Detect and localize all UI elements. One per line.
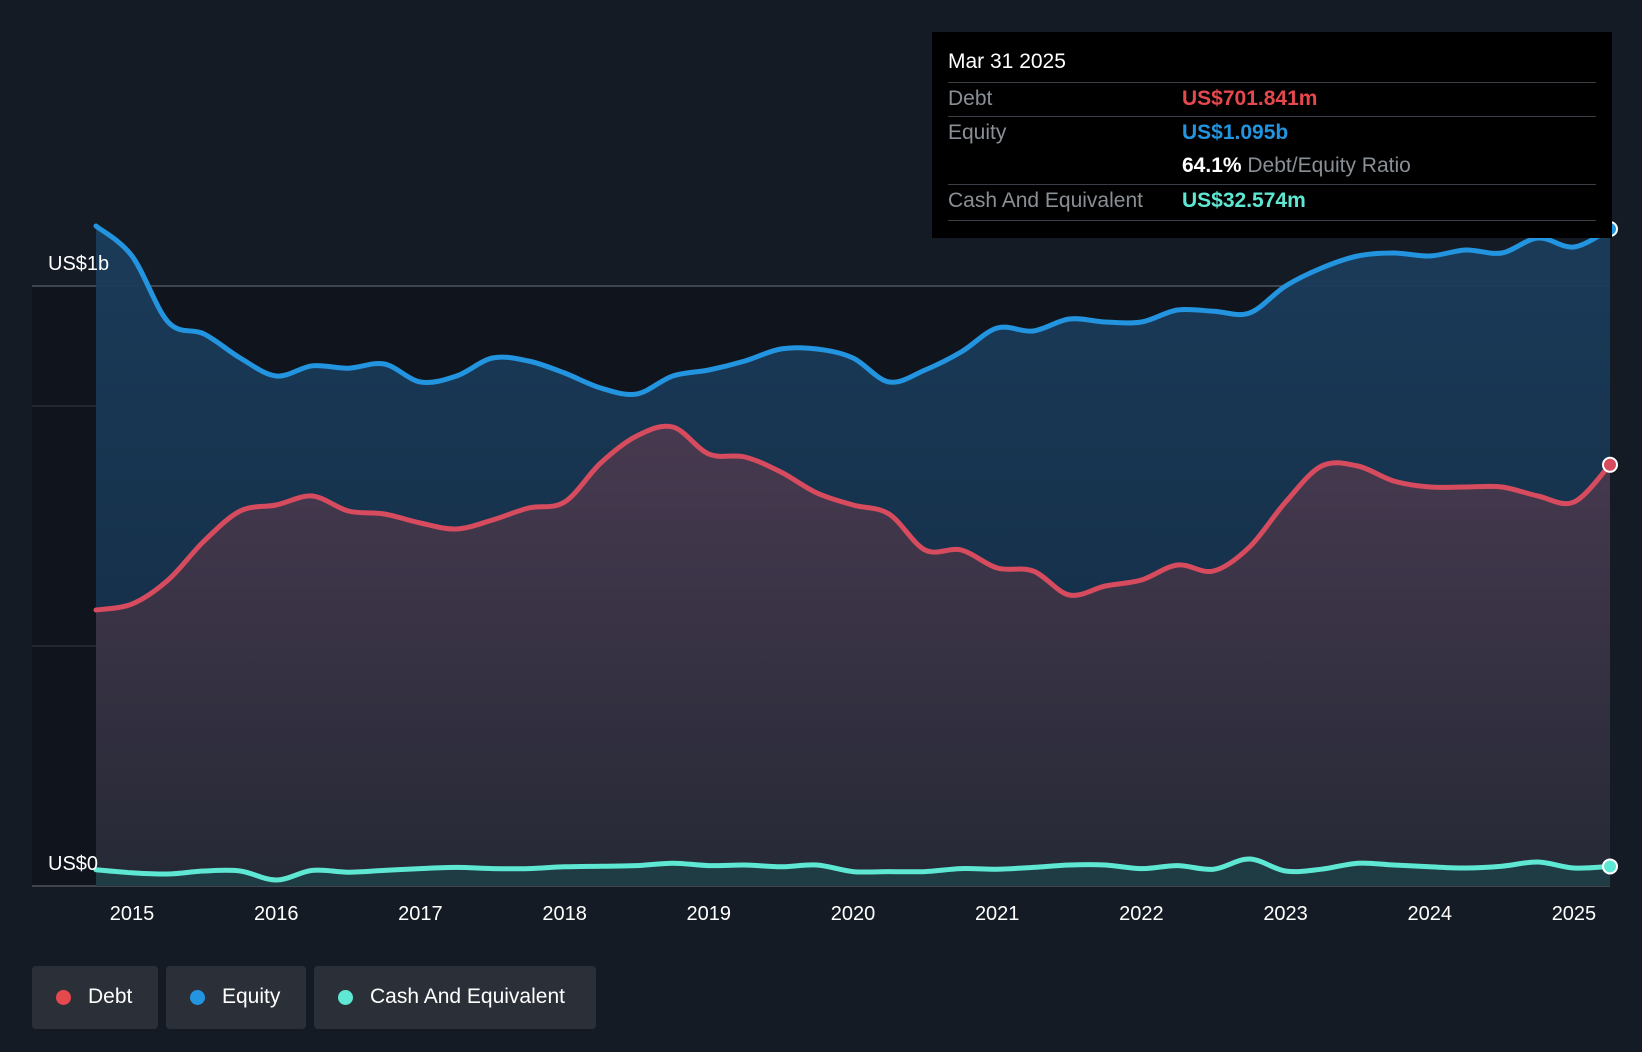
x-tick-label: 2017 (398, 903, 443, 925)
x-tick-label: 2016 (254, 903, 299, 925)
cash-end-point[interactable] (1602, 858, 1618, 875)
tooltip-date: Mar 31 2025 (948, 50, 1066, 73)
legend-cash-button[interactable]: Cash And Equivalent (314, 966, 596, 1029)
tooltip-debt-label: Debt (948, 87, 993, 110)
tooltip-panel: Mar 31 2025 Debt US$701.841m Equity US$1… (932, 32, 1612, 238)
x-tick-label: 2020 (831, 903, 876, 925)
tooltip-equity-row: Equity US$1.095b (948, 116, 1596, 151)
legend-debt-button[interactable]: Debt (32, 966, 158, 1029)
legend-debt-label: Debt (88, 985, 133, 1008)
y-axis-bottom-label: US$0 (48, 853, 98, 875)
x-tick-label: 2022 (1119, 903, 1164, 925)
x-tick-label: 2015 (110, 903, 155, 925)
tooltip-ratio-value: 64.1% (1182, 154, 1242, 177)
debt-area (96, 426, 1610, 886)
tooltip-ratio-label: Debt/Equity Ratio (1247, 154, 1411, 177)
x-tick-label: 2018 (542, 903, 587, 925)
debt-dot-icon (56, 990, 71, 1005)
legend-cash-label: Cash And Equivalent (370, 985, 565, 1008)
x-tick-label: 2025 (1552, 903, 1597, 925)
equity-line (93, 223, 1613, 397)
x-tick-label: 2021 (975, 903, 1020, 925)
x-tick-label: 2019 (687, 903, 732, 925)
legend-equity-label: Equity (222, 985, 281, 1008)
debt-end-point[interactable] (1602, 456, 1618, 473)
tooltip-divider (948, 220, 1596, 221)
x-tick-label: 2023 (1263, 903, 1308, 925)
tooltip-debt-row: Debt US$701.841m (948, 82, 1596, 117)
tooltip-equity-label: Equity (948, 121, 1007, 144)
x-tick-label: 2024 (1408, 903, 1453, 925)
tooltip-cash-value: US$32.574m (1182, 189, 1306, 212)
tooltip-ratio-row: 64.1% Debt/Equity Ratio (948, 150, 1596, 184)
cash-dot-icon (338, 990, 353, 1005)
tooltip-cash-label: Cash And Equivalent (948, 189, 1143, 212)
cash-line (93, 856, 1613, 883)
equity-dot-icon (190, 990, 205, 1005)
y-axis-top-label: US$1b (48, 253, 109, 275)
tooltip-equity-value: US$1.095b (1182, 121, 1289, 144)
legend-equity-button[interactable]: Equity (166, 966, 306, 1029)
tooltip-cash-row: Cash And Equivalent US$32.574m (948, 184, 1596, 219)
tooltip-debt-value: US$701.841m (1182, 87, 1318, 110)
debt-line (93, 423, 1613, 613)
